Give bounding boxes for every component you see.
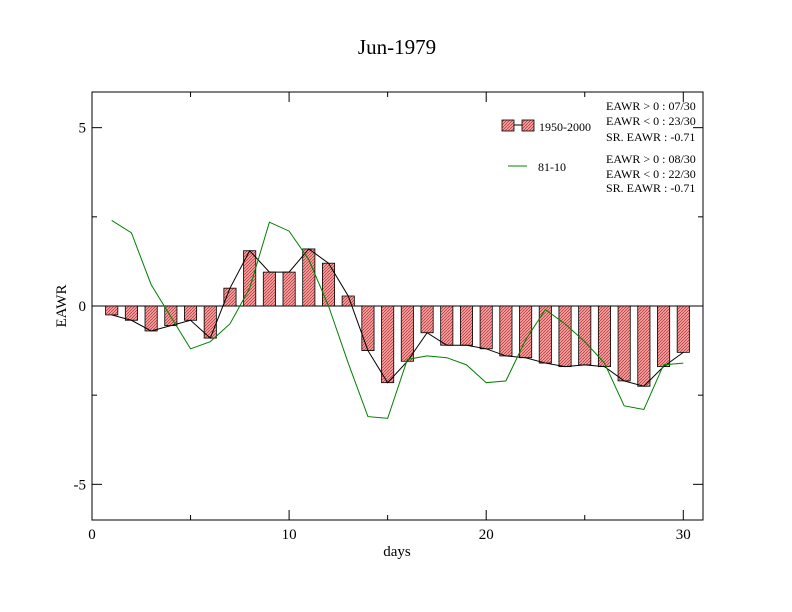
legend-entry-line: 81-10 EAWR > 0 : 08/30 EAWR < 0 : 22/30 … [508,152,696,195]
bar [578,305,592,366]
y-tick-label: 5 [79,121,87,137]
bar [617,305,631,382]
bar [459,305,473,346]
bar [223,287,237,307]
x-tick-label: 30 [676,527,691,543]
bar [440,305,454,346]
bar [420,305,434,334]
bar [400,305,414,362]
bar [657,305,671,368]
bar [184,305,198,321]
bar [124,305,138,321]
bar [361,305,375,351]
bar [538,305,552,364]
bar [105,305,119,316]
x-axis: 0 10 20 30 [88,92,691,543]
x-axis-label: days [383,544,411,560]
series-line-1950-2000 [111,248,684,387]
bar [381,305,395,384]
legend-stat: EAWR > 0 : 07/30 [606,99,696,113]
bar [597,305,611,368]
bar [302,248,316,307]
series-line-81-10 [111,219,684,419]
x-tick-label: 10 [282,527,297,543]
chart-marks [92,219,703,419]
legend-bar-swatch-right [521,119,535,132]
legend-label-bars: 1950-2000 [539,120,591,134]
bar [262,271,276,307]
chart-title: Jun-1979 [358,35,436,59]
bar [203,305,217,339]
legend-stat: SR. EAWR : -0.71 [606,130,695,144]
y-tick-label: -5 [74,477,87,493]
bar [558,305,572,368]
legend-label-line: 81-10 [538,160,566,174]
legend-stat: EAWR > 0 : 08/30 [606,152,696,166]
y-axis-label: EAWR [54,285,70,328]
bar [479,305,493,350]
legend: 1950-2000 EAWR > 0 : 07/30 EAWR < 0 : 23… [501,99,696,195]
bar [341,295,355,307]
bar [676,305,690,353]
legend-stat: EAWR < 0 : 22/30 [606,167,696,181]
legend-entry-bars: 1950-2000 EAWR > 0 : 07/30 EAWR < 0 : 23… [501,99,696,144]
x-tick-label: 0 [88,527,96,543]
bar [519,305,533,359]
bar [282,271,296,307]
legend-stat: SR. EAWR : -0.71 [606,181,695,195]
y-tick-label: 0 [79,299,87,315]
bar [637,305,651,387]
x-tick-label: 20 [479,527,494,543]
legend-stat: EAWR < 0 : 23/30 [606,114,696,128]
bar [499,305,513,357]
bar [144,305,158,332]
legend-bar-swatch-left [501,119,515,132]
